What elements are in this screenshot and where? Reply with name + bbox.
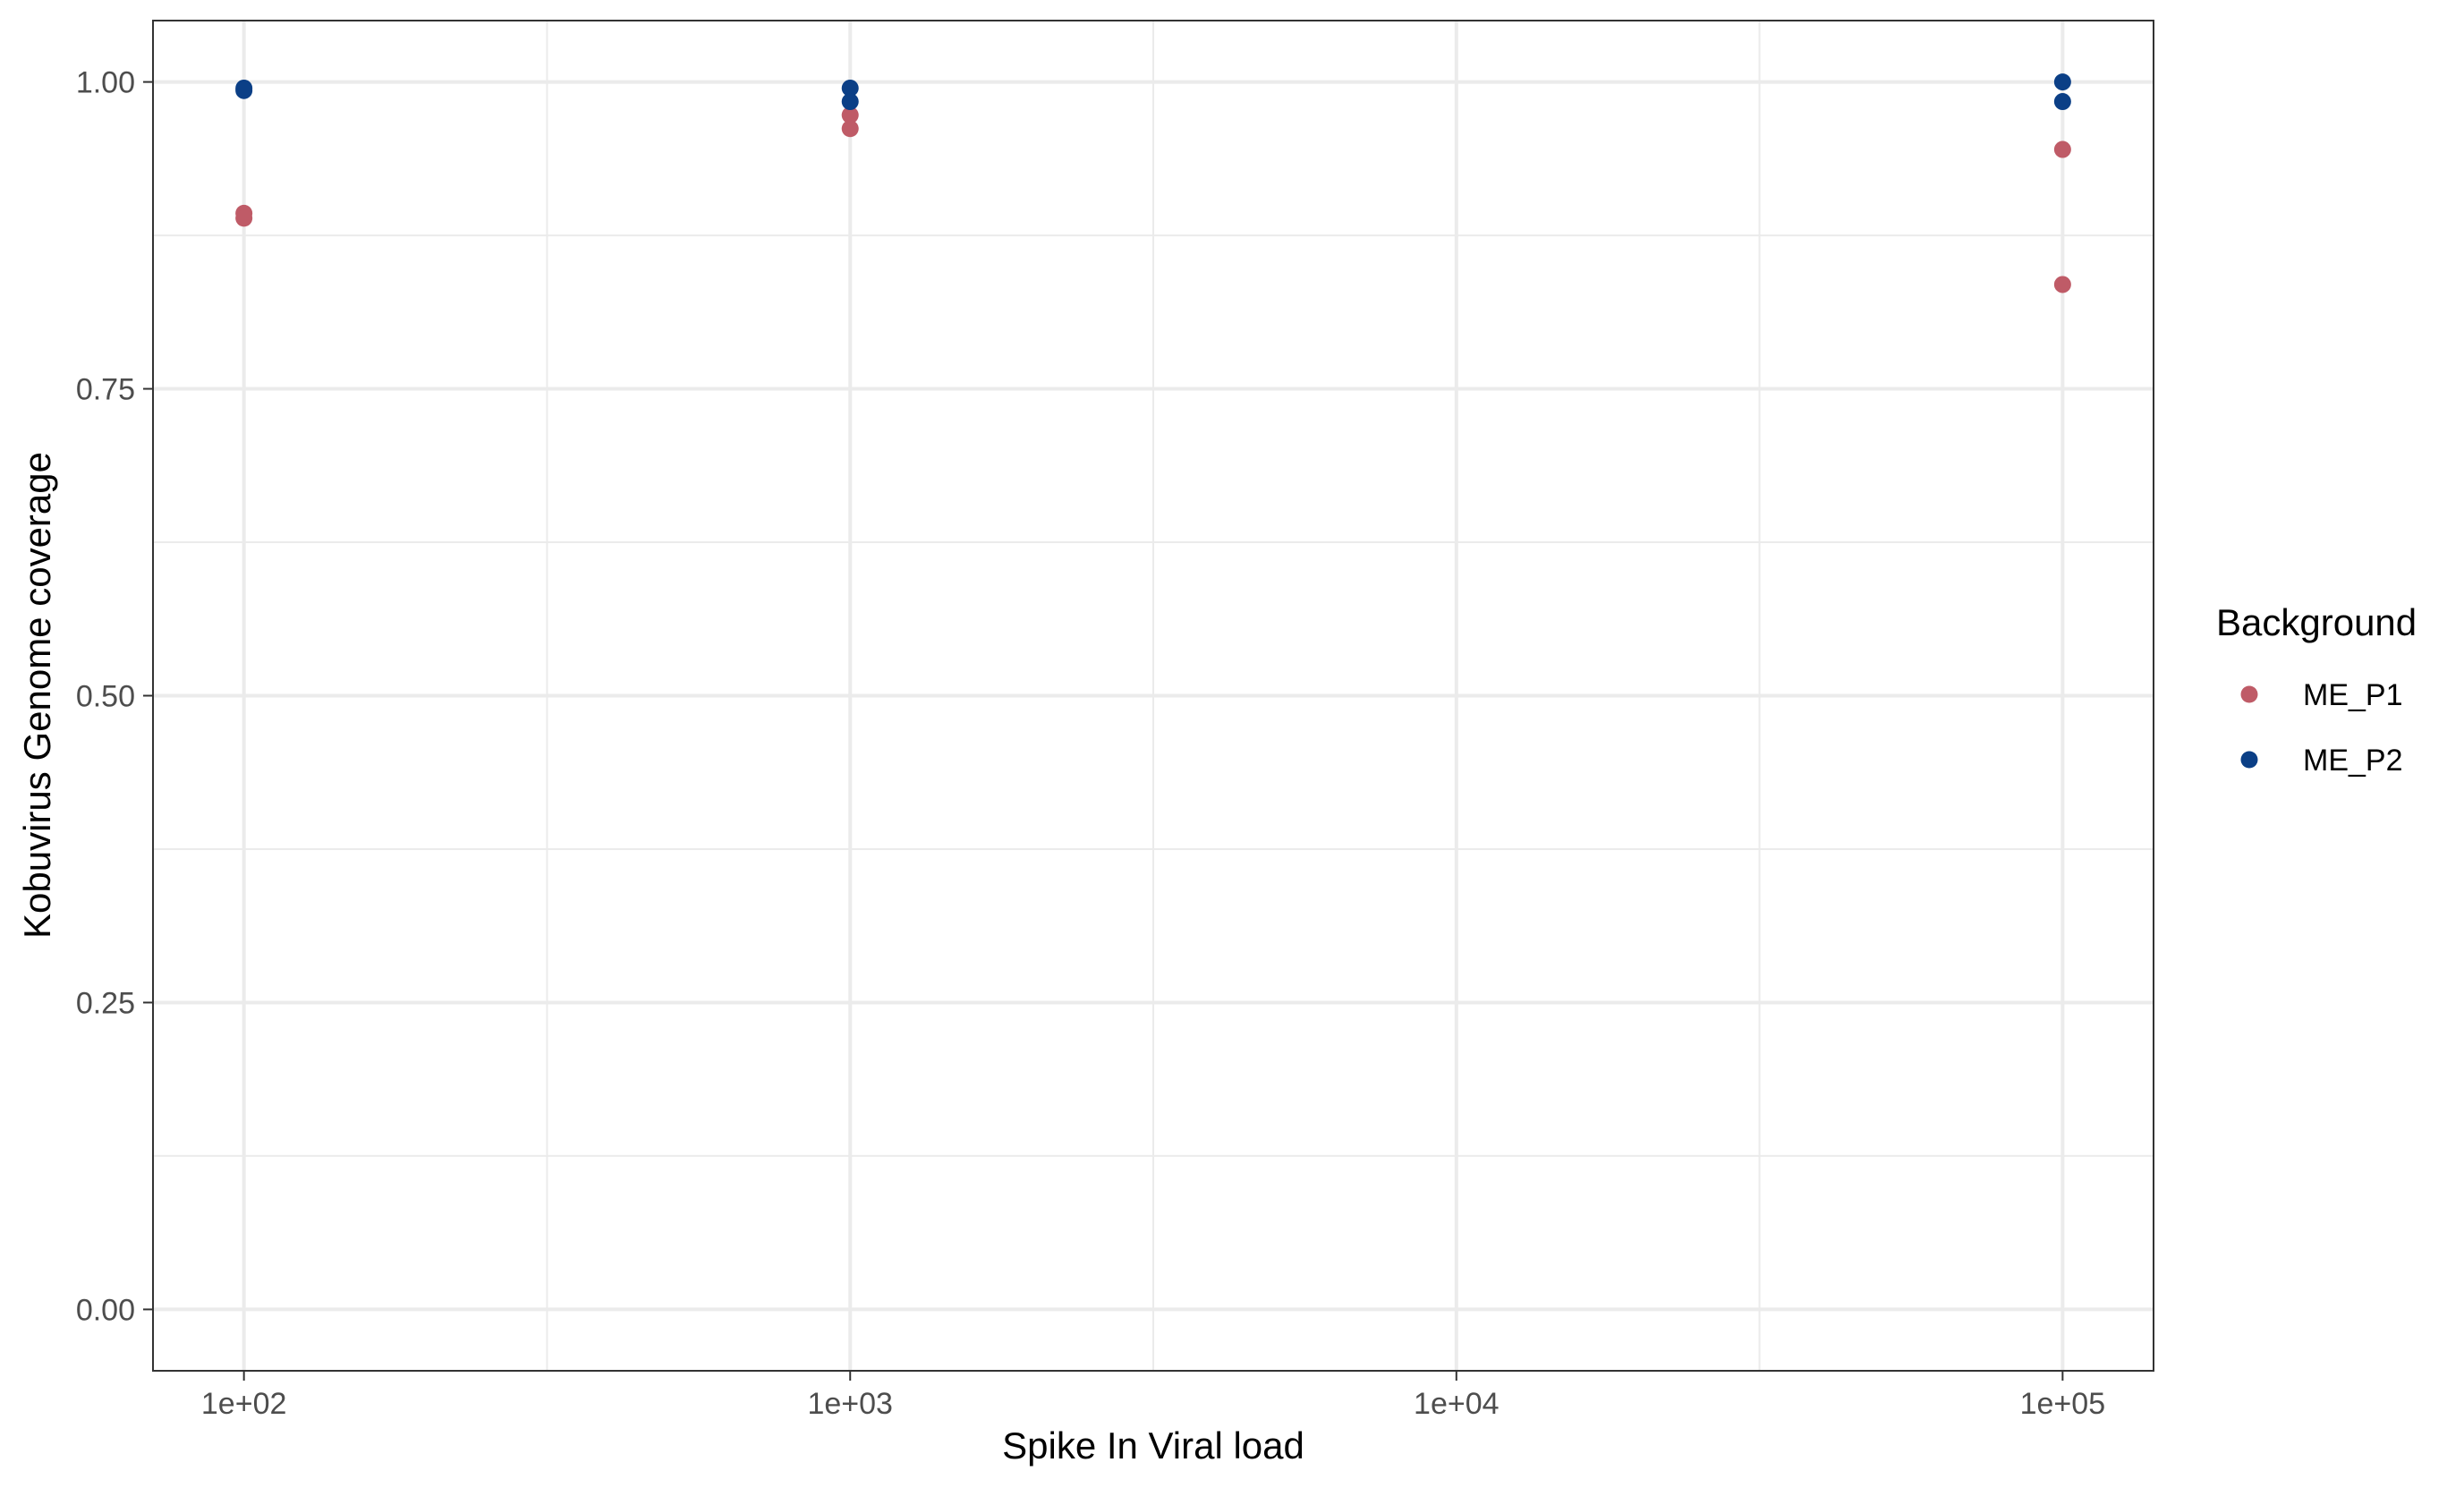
legend-key-me-p2 (2240, 751, 2258, 769)
data-point-me-p1 (2053, 276, 2071, 293)
data-point-me-p1 (841, 106, 859, 124)
x-tick-label: 1e+02 (201, 1387, 287, 1421)
y-tick-label: 0.00 (76, 1293, 135, 1327)
data-point-me-p1 (841, 120, 859, 138)
data-point-me-p2 (2053, 93, 2071, 111)
data-point-me-p1 (2053, 140, 2071, 158)
x-tick-label: 1e+04 (1414, 1387, 1500, 1421)
x-axis: 1e+02 1e+03 1e+04 1e+05 (201, 1371, 2105, 1421)
data-point-me-p2 (841, 93, 859, 111)
major-gridlines (153, 21, 2154, 1371)
y-tick-label: 0.25 (76, 986, 135, 1020)
y-tick-label: 0.75 (76, 373, 135, 407)
data-point-me-p2 (2053, 73, 2071, 91)
legend-label: ME_P2 (2303, 744, 2403, 778)
data-points (235, 73, 2071, 293)
x-tick-label: 1e+03 (807, 1387, 893, 1421)
y-tick-label: 1.00 (76, 66, 135, 100)
y-axis-title: Kobuvirus Genome coverage (16, 452, 58, 939)
y-axis: 0.00 0.25 0.50 0.75 1.00 (76, 66, 153, 1327)
legend-title: Background (2216, 601, 2417, 643)
data-point-me-p2 (841, 79, 859, 97)
y-tick-label: 0.50 (76, 680, 135, 714)
x-axis-title: Spike In Viral load (1002, 1424, 1304, 1467)
x-tick-label: 1e+05 (2020, 1387, 2106, 1421)
data-point-me-p2 (235, 81, 253, 99)
data-point-me-p1 (235, 209, 253, 227)
legend-label: ME_P1 (2303, 678, 2403, 712)
legend-items: ME_P1 ME_P2 (2240, 678, 2403, 778)
legend-key-me-p1 (2240, 685, 2258, 703)
legend: Background ME_P1 ME_P2 (2216, 601, 2417, 778)
minor-gridlines (153, 21, 2154, 1371)
